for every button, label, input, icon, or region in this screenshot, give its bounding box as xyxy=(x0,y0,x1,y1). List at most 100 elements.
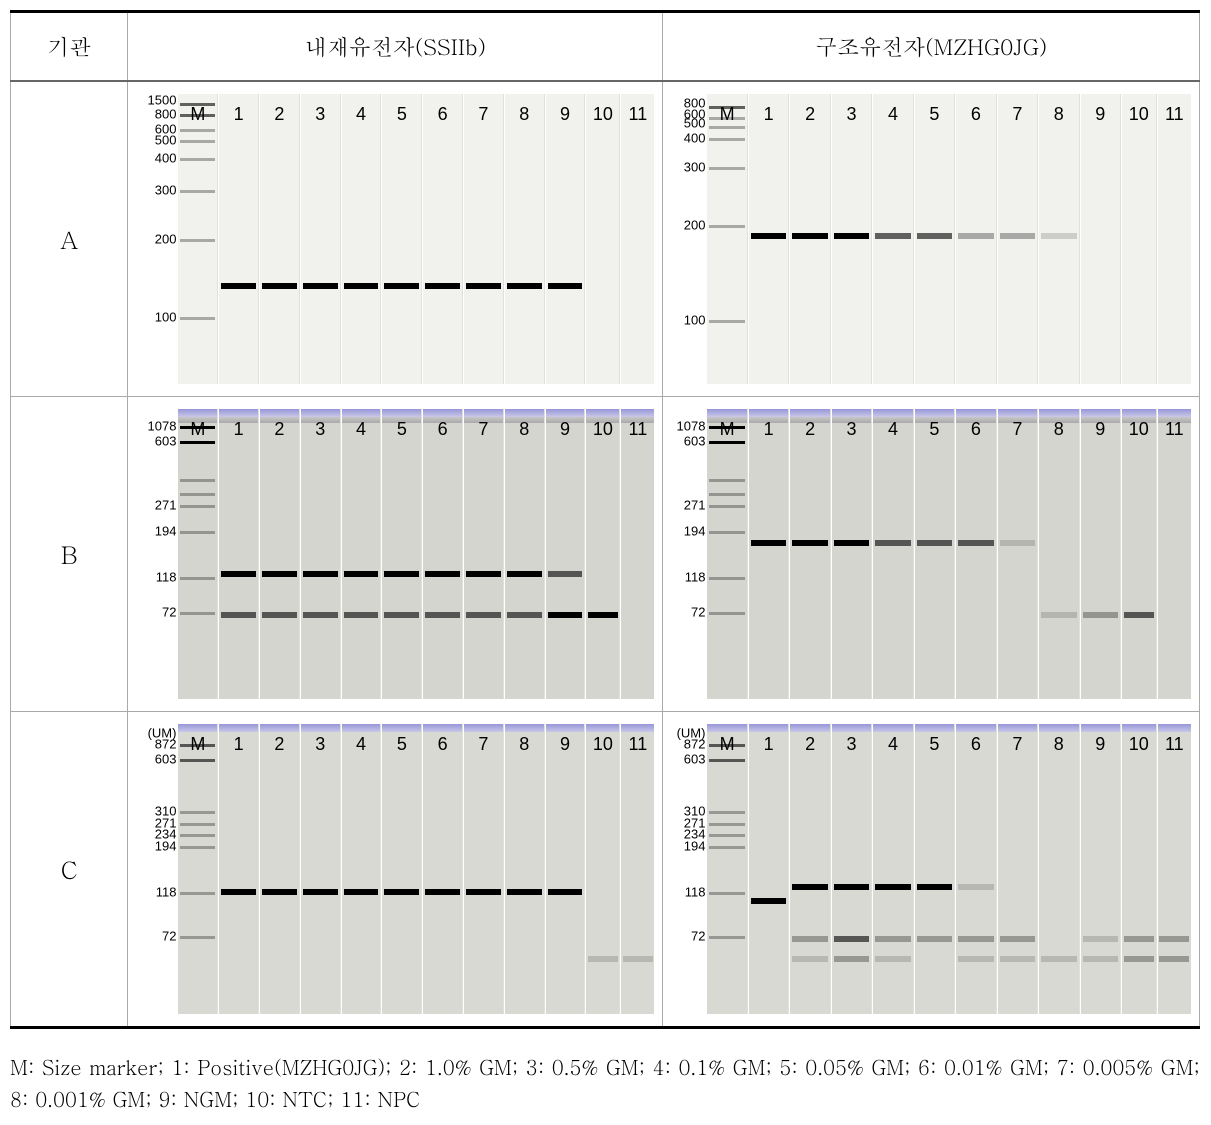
gel-band xyxy=(344,889,379,895)
gel-cell-right: 800600500400300200100M1234567891011 xyxy=(663,81,1200,397)
lane-label: 4 xyxy=(888,419,898,440)
lane-label: 2 xyxy=(805,734,815,755)
gel-band xyxy=(384,612,419,618)
lane-2: 2 xyxy=(790,94,830,384)
lane-7: 7 xyxy=(464,409,504,699)
lane-label: 9 xyxy=(1095,734,1105,755)
gel-yaxis: (UM)87260331027123419411872 xyxy=(671,724,707,1014)
lane-label: 10 xyxy=(1129,104,1149,125)
gel-band xyxy=(958,884,994,890)
gel-lanes: M1234567891011 xyxy=(707,724,1191,1014)
lane-label: 4 xyxy=(888,104,898,125)
lane-10: 10 xyxy=(1122,94,1157,384)
lane-label: 4 xyxy=(356,419,366,440)
lane-6: 6 xyxy=(956,94,996,384)
lane-3: 3 xyxy=(832,724,872,1014)
gel-band xyxy=(709,225,745,228)
lane-label: 5 xyxy=(397,734,407,755)
gel-band xyxy=(958,540,994,546)
ytick-label: 194 xyxy=(684,839,706,852)
lane-label: 11 xyxy=(629,734,648,755)
gel-band xyxy=(834,233,870,239)
gel-band xyxy=(875,233,911,239)
gel-band xyxy=(548,571,583,577)
gel-band xyxy=(262,889,297,895)
gel-band xyxy=(1083,612,1119,618)
gel-band xyxy=(917,233,953,239)
gel-band xyxy=(303,612,338,618)
gel-band xyxy=(384,571,419,577)
lane-label: 7 xyxy=(1012,419,1022,440)
lane-label: 8 xyxy=(519,734,529,755)
gel-band xyxy=(709,138,745,141)
lane-label: M xyxy=(190,104,205,125)
lane-8: 8 xyxy=(1039,409,1079,699)
gel-band xyxy=(1000,936,1036,942)
lane-label: 1 xyxy=(764,104,774,125)
ytick-label: 271 xyxy=(684,498,706,511)
gel-cell-left: 1500800600500400300200100M1234567891011 xyxy=(128,81,663,397)
lane-9: 9 xyxy=(1081,409,1121,699)
gel-band xyxy=(792,956,828,962)
lane-10: 10 xyxy=(586,94,620,384)
lane-label: 9 xyxy=(560,734,570,755)
lane-label: 6 xyxy=(971,104,981,125)
lane-6: 6 xyxy=(423,94,463,384)
ytick-label: 200 xyxy=(684,218,706,231)
lane-7: 7 xyxy=(998,94,1038,384)
gel-band xyxy=(507,283,542,289)
gel-C_left: (UM)87260331027123419411872M123456789101… xyxy=(136,724,654,1014)
lane-10: 10 xyxy=(586,409,620,699)
lane-label: M xyxy=(190,734,205,755)
gel-band xyxy=(588,956,618,962)
gel-band xyxy=(709,531,745,534)
gel-band xyxy=(751,233,787,239)
ytick-label: 72 xyxy=(691,929,705,942)
lane-label: 11 xyxy=(1165,734,1184,755)
gel-band xyxy=(751,540,787,546)
lane-3: 3 xyxy=(832,94,872,384)
lane-5: 5 xyxy=(915,409,955,699)
gel-band xyxy=(507,889,542,895)
lane-label: 1 xyxy=(764,734,774,755)
lane-label: 9 xyxy=(1095,104,1105,125)
lane-4: 4 xyxy=(873,409,913,699)
ytick-label: 300 xyxy=(155,183,177,196)
gel-C_right: (UM)87260331027123419411872M123456789101… xyxy=(671,724,1191,1014)
ytick-label: 194 xyxy=(155,839,177,852)
ytick-label: 118 xyxy=(156,571,177,584)
lane-label: 1 xyxy=(764,419,774,440)
ytick-label: 194 xyxy=(684,524,706,537)
ytick-label: 1500 xyxy=(148,93,177,106)
gel-band xyxy=(180,239,215,242)
lane-label: 8 xyxy=(519,104,529,125)
lane-3: 3 xyxy=(832,409,872,699)
lane-label: M xyxy=(720,104,735,125)
lane-1: 1 xyxy=(749,724,789,1014)
table-row: C(UM)87260331027123419411872M12345678910… xyxy=(11,712,1200,1028)
lane-7: 7 xyxy=(998,724,1038,1014)
figure-caption: M: Size marker; 1: Positive(MZHG0JG); 2:… xyxy=(10,1051,1200,1115)
lane-4: 4 xyxy=(342,94,382,384)
ytick-label: 300 xyxy=(684,160,706,173)
lane-2: 2 xyxy=(260,724,300,1014)
lane-5: 5 xyxy=(382,94,422,384)
gel-band xyxy=(958,233,994,239)
lane-1: 1 xyxy=(219,724,259,1014)
gel-band xyxy=(917,884,953,890)
gel-band xyxy=(1000,956,1036,962)
gel-band xyxy=(384,889,419,895)
ytick-label: 194 xyxy=(155,524,177,537)
gel-band xyxy=(875,936,911,942)
gel-band xyxy=(875,956,911,962)
gel-band xyxy=(384,283,419,289)
gel-band xyxy=(709,167,745,170)
gel-band xyxy=(792,936,828,942)
lane-9: 9 xyxy=(546,94,586,384)
ytick-label: 271 xyxy=(155,498,177,511)
gel-band xyxy=(792,884,828,890)
ytick-label: 72 xyxy=(691,606,705,619)
gel-band xyxy=(344,571,379,577)
lane-1: 1 xyxy=(219,409,259,699)
gel-band xyxy=(180,317,215,320)
